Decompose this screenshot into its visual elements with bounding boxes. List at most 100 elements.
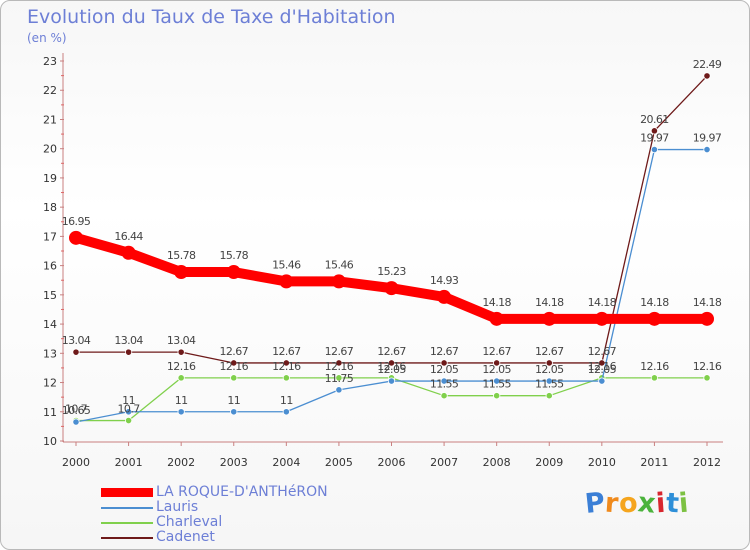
data-point xyxy=(700,311,714,326)
data-point xyxy=(230,374,238,382)
data-label: 12.67 xyxy=(482,345,511,358)
data-point xyxy=(177,408,185,416)
data-label: 16.95 xyxy=(62,215,91,228)
data-point xyxy=(545,359,553,367)
data-label: 11 xyxy=(175,394,188,407)
data-label: 12.16 xyxy=(272,360,301,373)
series-3-labels: 13.04 13.04 13.04 12.67 12.67 12.67 12.67 12.67… xyxy=(62,58,723,358)
data-point xyxy=(598,359,606,367)
data-label: 15.78 xyxy=(220,249,249,262)
data-label: 12.67 xyxy=(272,345,301,358)
data-label: 12.05 xyxy=(535,363,564,376)
data-point xyxy=(282,374,290,382)
data-point xyxy=(650,374,659,382)
data-point xyxy=(489,311,504,326)
data-point xyxy=(440,377,448,385)
legend-label: Cadenet xyxy=(156,529,215,545)
x-tick-label: 2002 xyxy=(167,456,195,469)
data-label: 11.55 xyxy=(535,378,564,391)
data-point xyxy=(230,408,238,416)
data-label: 14.18 xyxy=(482,296,511,309)
data-point xyxy=(650,145,659,154)
data-label: 11.55 xyxy=(482,378,511,391)
data-point xyxy=(598,377,606,385)
data-point xyxy=(124,348,133,356)
data-label: 12.05 xyxy=(588,363,617,376)
y-tick-label: 18 xyxy=(43,201,57,214)
data-label: 13.04 xyxy=(114,334,143,347)
y-tick-label: 22 xyxy=(43,84,57,97)
data-point xyxy=(703,72,711,80)
chart-title: Evolution du Taux de Taxe d'Habitation xyxy=(27,6,396,28)
data-label: 12.16 xyxy=(325,360,354,373)
data-point xyxy=(279,274,294,289)
data-point xyxy=(440,359,448,367)
x-tick-label: 2011 xyxy=(640,456,668,469)
data-label: 14.18 xyxy=(535,296,564,309)
data-point xyxy=(124,408,133,416)
data-point xyxy=(437,289,452,304)
legend-label: Charleval xyxy=(156,514,223,530)
legend-label: Lauris xyxy=(156,499,199,515)
data-label: 12.67 xyxy=(430,345,459,358)
data-label: 16.44 xyxy=(114,230,143,243)
data-point xyxy=(72,348,80,356)
series-2-labels: 10.7 10.7 12.16 12.16 12.16 12.16 12.16 11.55 11… xyxy=(65,360,722,416)
data-label: 15.46 xyxy=(325,258,354,271)
x-tick-label: 2000 xyxy=(62,456,90,469)
y-tick-label: 19 xyxy=(43,172,57,185)
data-point xyxy=(703,145,711,154)
data-label: 11.55 xyxy=(430,378,459,391)
x-tick-label: 2003 xyxy=(220,456,248,469)
data-label: 11 xyxy=(280,394,293,407)
data-label: 11.75 xyxy=(325,372,354,385)
data-point xyxy=(440,392,448,400)
data-point xyxy=(282,359,290,367)
data-label: 12.67 xyxy=(220,345,249,358)
data-point xyxy=(650,127,659,135)
series-0-labels: 16.95 16.44 15.78 15.78 15.46 15.46 15.23 14.93… xyxy=(62,215,723,309)
proxiti-logo: Proxiti xyxy=(583,487,690,520)
y-tick-label: 21 xyxy=(43,113,57,126)
x-tick-label: 2010 xyxy=(588,456,616,469)
series-1 xyxy=(72,145,711,426)
data-label: 20.61 xyxy=(640,113,669,126)
data-label: 13.04 xyxy=(62,334,91,347)
data-label: 12.67 xyxy=(535,345,564,358)
data-label: 12.16 xyxy=(377,360,406,373)
data-label: 19.97 xyxy=(693,132,722,145)
data-label: 15.78 xyxy=(167,249,196,262)
legend-label: LA ROQUE-D'ANTHéRON xyxy=(156,484,328,500)
data-label: 12.16 xyxy=(693,360,722,373)
legend-swatch xyxy=(101,536,153,539)
data-point xyxy=(174,265,189,280)
data-point xyxy=(335,386,343,394)
data-point xyxy=(335,374,343,382)
y-tick-label: 17 xyxy=(43,230,57,243)
series-3 xyxy=(72,72,711,367)
data-point xyxy=(124,416,133,425)
data-label: 15.46 xyxy=(272,258,301,271)
data-point xyxy=(335,359,343,367)
y-tick-label: 12 xyxy=(43,377,57,390)
data-point xyxy=(177,348,185,356)
data-point xyxy=(493,377,501,385)
data-point xyxy=(282,408,290,416)
data-point xyxy=(542,311,557,326)
data-point xyxy=(647,311,662,326)
data-label: 10.65 xyxy=(62,404,91,417)
legend-swatch xyxy=(101,521,153,524)
y-tick-label: 20 xyxy=(43,143,57,156)
series-0 xyxy=(69,230,714,326)
data-label: 19.97 xyxy=(640,132,669,145)
x-tick-label: 2006 xyxy=(378,456,406,469)
data-point xyxy=(493,359,501,367)
data-label: 12.05 xyxy=(430,363,459,376)
x-tick-label: 2008 xyxy=(483,456,511,469)
x-tick-label: 2004 xyxy=(272,456,300,469)
y-tick-label: 11 xyxy=(43,406,57,419)
data-point xyxy=(230,359,238,367)
